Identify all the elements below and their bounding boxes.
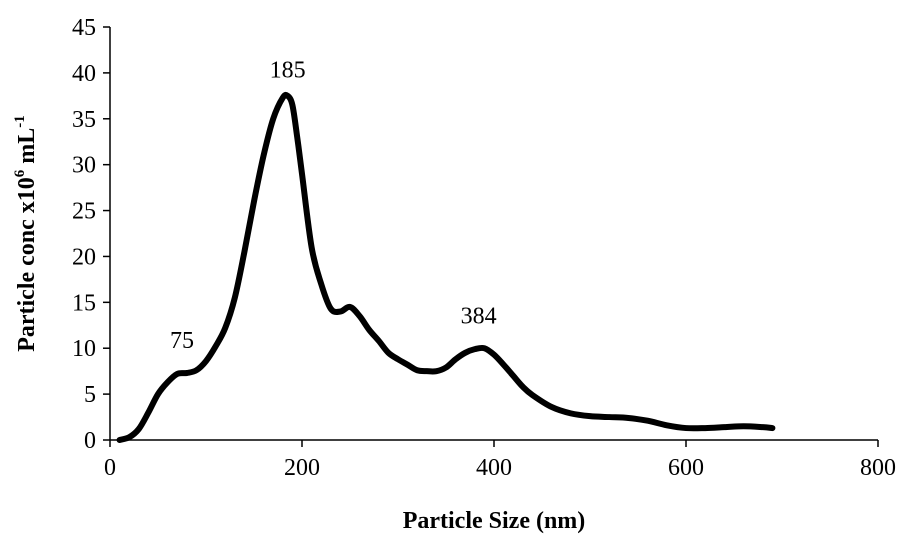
peak-label: 75 bbox=[170, 328, 194, 354]
y-tick-label: 20 bbox=[72, 244, 96, 270]
y-axis-title-exp1: 6 bbox=[12, 169, 28, 177]
peak-label: 384 bbox=[461, 303, 497, 329]
series-line bbox=[116, 91, 776, 443]
y-axis-title: Particle conc x106 mL-1 bbox=[12, 115, 40, 352]
y-axis-title-main: Particle conc x10 bbox=[14, 177, 40, 352]
x-tick-label: 200 bbox=[284, 455, 320, 481]
y-tick-label: 15 bbox=[72, 290, 96, 316]
y-axis-title-unit: mL bbox=[14, 128, 40, 170]
y-tick-label: 0 bbox=[84, 428, 96, 454]
peak-label: 185 bbox=[270, 57, 306, 83]
y-tick-label: 30 bbox=[72, 153, 96, 179]
y-tick-label: 35 bbox=[72, 107, 96, 133]
x-tick-label: 800 bbox=[860, 455, 896, 481]
y-tick-label: 5 bbox=[84, 382, 96, 408]
peak-annotations: 75 185 384 bbox=[170, 57, 497, 354]
y-axis-ticks: 0 5 10 15 20 25 30 35 40 45 bbox=[72, 15, 110, 454]
y-tick-label: 40 bbox=[72, 61, 96, 87]
x-tick-label: 0 bbox=[104, 455, 116, 481]
y-tick-label: 25 bbox=[72, 199, 96, 225]
x-axis-ticks: 0 200 400 600 800 bbox=[104, 440, 896, 481]
y-tick-label: 10 bbox=[72, 336, 96, 362]
x-tick-label: 600 bbox=[668, 455, 704, 481]
x-axis-title: Particle Size (nm) bbox=[403, 508, 586, 534]
y-axis-title-exp2: -1 bbox=[12, 115, 28, 128]
x-tick-label: 400 bbox=[476, 455, 512, 481]
y-tick-label: 45 bbox=[72, 15, 96, 41]
